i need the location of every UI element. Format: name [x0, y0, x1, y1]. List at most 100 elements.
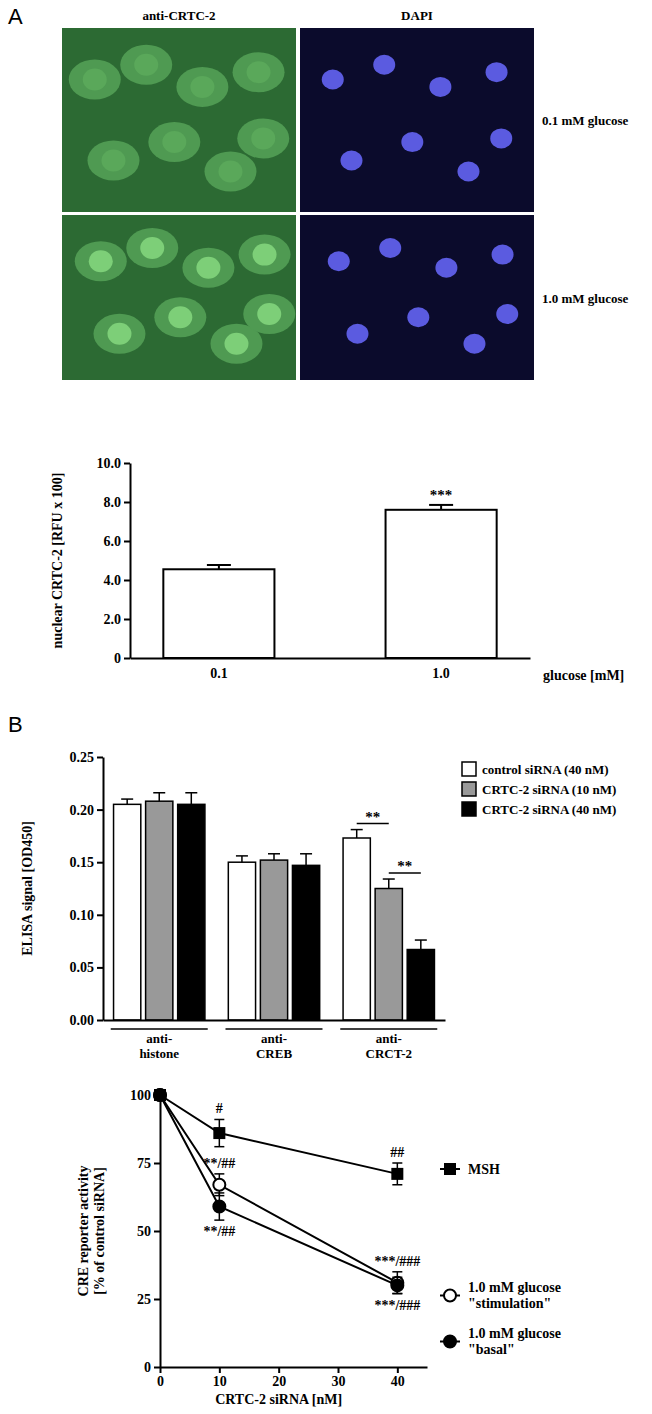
tick: 0 — [144, 1360, 160, 1375]
bar — [114, 804, 141, 1020]
nucleus — [401, 132, 423, 152]
tick: 30 — [332, 1367, 346, 1389]
error-bar — [420, 940, 422, 949]
tick: 25 — [137, 1292, 160, 1307]
tick-mark — [219, 1367, 221, 1373]
cell — [75, 241, 127, 281]
cell-nucleus — [140, 237, 164, 259]
point-label: ***/### — [374, 1254, 420, 1269]
tick: 8.0 — [104, 495, 131, 510]
cell — [243, 294, 295, 334]
cell-nucleus — [196, 257, 220, 279]
y-axis-title: nuclear CRTC-2 [RFU x 100] — [50, 473, 65, 649]
nucleus — [486, 62, 508, 82]
legend-marker — [444, 1336, 456, 1348]
plot-area — [154, 1089, 403, 1294]
error-cap — [236, 855, 248, 857]
column-label: DAPI — [401, 8, 433, 23]
tick-label: anti-CRCT-2 — [366, 1031, 412, 1060]
axis-line — [104, 1020, 446, 1022]
bar — [146, 801, 173, 1020]
legend-label: 1.0 mM glucose"stimulation" — [468, 1280, 561, 1311]
tick-label: anti-histone — [139, 1031, 179, 1060]
tick: 1.0 — [432, 658, 450, 681]
tick: 0.05 — [70, 960, 104, 975]
tick: 0.1 — [210, 658, 228, 681]
annotation: ** — [397, 858, 412, 874]
cell — [204, 152, 256, 192]
tick: 0.10 — [70, 908, 104, 923]
micrograph-bg — [62, 215, 296, 380]
error-cap — [121, 798, 133, 800]
axis-line — [130, 464, 132, 659]
bar — [375, 889, 402, 1021]
error-cap — [214, 1173, 224, 1175]
cell — [182, 248, 234, 288]
cell — [120, 45, 172, 85]
figure-svg: ABanti-CRTC-2DAPI0.1 mM glucose1.0 mM gl… — [0, 0, 652, 1414]
tick-mark — [278, 1367, 280, 1373]
micrograph — [300, 215, 534, 380]
legend-label: MSH — [468, 1162, 500, 1177]
error-cap — [185, 792, 197, 794]
column-label: anti-CRTC-2 — [142, 8, 215, 23]
bar — [292, 865, 319, 1020]
error-cap — [392, 1276, 402, 1278]
tick-mark — [97, 914, 103, 916]
cell — [87, 140, 139, 180]
tick-label: 20 — [272, 1374, 286, 1389]
tick-label: 10.0 — [97, 456, 122, 471]
error-bar — [305, 854, 307, 866]
cell-nucleus — [257, 303, 281, 325]
micrograph — [62, 215, 296, 380]
tick: 0 — [114, 651, 130, 666]
x-axis: 010203040 — [157, 1367, 428, 1389]
tick-label: 0.25 — [70, 750, 95, 765]
cell-nucleus — [89, 250, 113, 272]
tick-mark — [154, 1299, 160, 1301]
tick: 0.00 — [70, 1013, 104, 1028]
error-cap — [214, 1119, 224, 1121]
error-bar — [191, 793, 193, 805]
cell-nucleus — [190, 76, 214, 98]
cell-nucleus — [83, 69, 107, 91]
cell — [154, 297, 206, 337]
micrograph — [300, 28, 534, 212]
y-axis-title: ELISA signal [OD450] — [20, 821, 35, 956]
tick-label: 75 — [137, 1156, 151, 1171]
tick: 6.0 — [104, 534, 131, 549]
legend-marker — [444, 1290, 456, 1302]
error-cap — [300, 853, 312, 855]
tick-label: 6.0 — [104, 534, 122, 549]
error-bar — [158, 793, 160, 801]
cell-nucleus — [101, 149, 125, 171]
cell — [233, 52, 285, 92]
tick-mark — [154, 1095, 160, 1097]
x-axis: 0.1 1.0 — [131, 658, 531, 681]
tick: 20 — [272, 1367, 286, 1389]
nucleus — [492, 245, 514, 265]
x-axis-title: CRTC-2 siRNA [nM] — [215, 1392, 342, 1407]
error-cap — [392, 1271, 402, 1273]
tick-label: 0 — [157, 1374, 164, 1389]
tick: 50 — [137, 1224, 160, 1239]
cell-nucleus — [247, 61, 271, 83]
bar — [228, 862, 255, 1020]
error-cap — [392, 1293, 402, 1295]
cell — [126, 228, 178, 268]
cell-nucleus — [134, 54, 158, 76]
cell-nucleus — [168, 306, 192, 328]
error-cap — [383, 878, 395, 880]
nucleus — [496, 304, 518, 324]
tick-mark — [338, 1367, 340, 1373]
point — [213, 1127, 225, 1139]
x-axis: anti-histoneanti-CREBanti-CRCT-2 — [104, 1020, 446, 1061]
tick: 2.0 — [104, 612, 131, 627]
tick: 4.0 — [104, 573, 131, 588]
tick-mark — [124, 541, 130, 543]
plot-area — [114, 793, 435, 1020]
tick: 75 — [137, 1156, 160, 1171]
error-cap — [351, 829, 363, 831]
nucleus — [373, 55, 395, 75]
point-label: # — [216, 1101, 223, 1116]
